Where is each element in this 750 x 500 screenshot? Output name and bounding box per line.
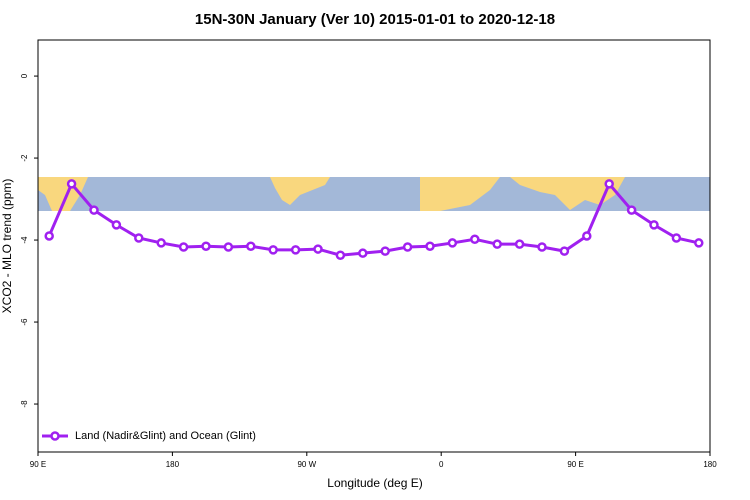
y-tick-label: -4 [20, 236, 29, 244]
data-point [268, 245, 278, 255]
data-point [537, 242, 547, 252]
x-axis-label: Longitude (deg E) [327, 476, 422, 490]
data-point [156, 238, 166, 248]
data-point [447, 238, 458, 248]
data-point [626, 205, 637, 215]
data-point [134, 233, 144, 243]
x-tick-label: 90 W [297, 460, 316, 469]
data-point [470, 234, 480, 244]
y-tick-label: 0 [20, 73, 29, 78]
data-point [402, 242, 413, 252]
x-tick-label: 90 E [567, 460, 583, 469]
data-point [492, 239, 502, 249]
map-band [38, 177, 710, 211]
data-point [313, 244, 323, 254]
data-point [246, 241, 256, 251]
data-point [201, 241, 211, 251]
data-point [66, 179, 77, 189]
data-point [604, 179, 614, 189]
y-tick-label: -2 [20, 154, 29, 162]
data-point [89, 205, 99, 215]
data-point [582, 231, 592, 241]
legend-marker [50, 431, 60, 441]
legend-label: Land (Nadir&Glint) and Ocean (Glint) [75, 430, 256, 442]
data-point [290, 245, 301, 255]
y-axis-label: XCO2 - MLO trend (ppm) [0, 179, 14, 314]
data-point [694, 238, 704, 248]
data-point [223, 242, 234, 252]
y-tick-label: -6 [20, 318, 29, 326]
data-point [44, 231, 54, 241]
x-tick-label: 90 E [30, 460, 46, 469]
data-point [178, 242, 189, 252]
chart-title: 15N-30N January (Ver 10) 2015-01-01 to 2… [195, 11, 555, 28]
data-point [358, 248, 368, 258]
y-tick-label: -8 [20, 400, 29, 408]
plot-frame [37, 39, 711, 453]
data-point [380, 246, 390, 256]
x-tick-label: 180 [703, 460, 717, 469]
x-tick-label: 0 [439, 460, 444, 469]
data-point [425, 241, 435, 251]
data-point [111, 220, 122, 230]
data-point [559, 246, 570, 256]
data-point [514, 239, 525, 249]
data-point [671, 233, 682, 243]
data-point [335, 250, 346, 260]
data-point [649, 220, 659, 230]
x-tick-label: 180 [166, 460, 180, 469]
